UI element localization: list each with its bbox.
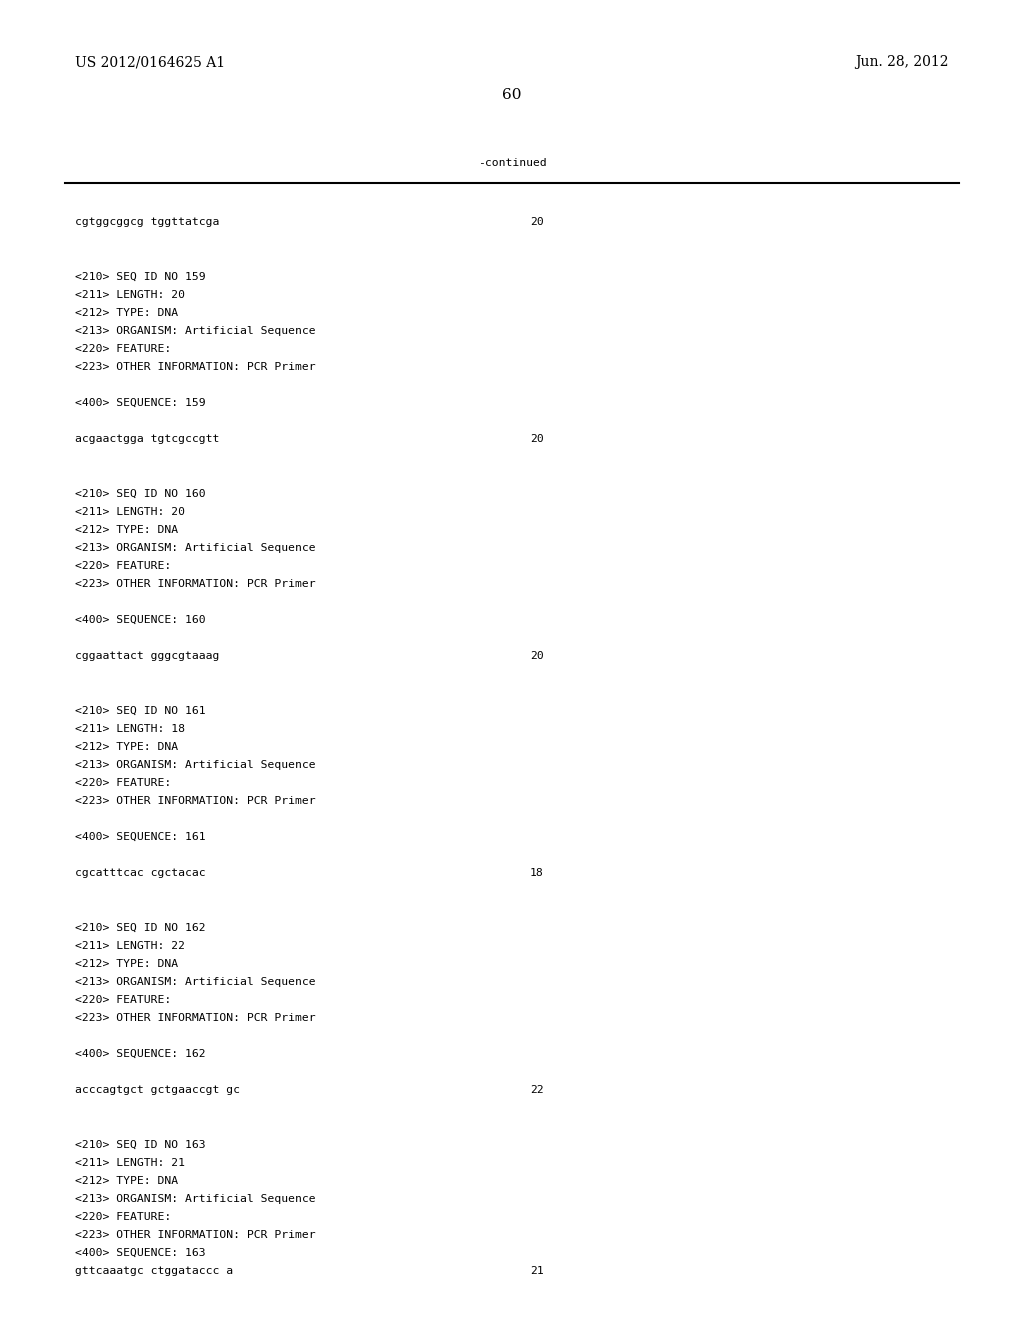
Text: <212> TYPE: DNA: <212> TYPE: DNA [75, 960, 178, 969]
Text: cgtggcggcg tggttatcga: cgtggcggcg tggttatcga [75, 216, 219, 227]
Text: Jun. 28, 2012: Jun. 28, 2012 [855, 55, 949, 69]
Text: <400> SEQUENCE: 163: <400> SEQUENCE: 163 [75, 1247, 206, 1258]
Text: <212> TYPE: DNA: <212> TYPE: DNA [75, 742, 178, 752]
Text: 20: 20 [530, 651, 544, 661]
Text: <212> TYPE: DNA: <212> TYPE: DNA [75, 525, 178, 535]
Text: 60: 60 [502, 88, 522, 102]
Text: <213> ORGANISM: Artificial Sequence: <213> ORGANISM: Artificial Sequence [75, 977, 315, 987]
Text: 21: 21 [530, 1266, 544, 1276]
Text: <400> SEQUENCE: 160: <400> SEQUENCE: 160 [75, 615, 206, 624]
Text: 20: 20 [530, 434, 544, 444]
Text: <220> FEATURE:: <220> FEATURE: [75, 777, 171, 788]
Text: -continued: -continued [477, 158, 547, 168]
Text: <211> LENGTH: 20: <211> LENGTH: 20 [75, 507, 185, 517]
Text: cgcatttcac cgctacac: cgcatttcac cgctacac [75, 869, 206, 878]
Text: 18: 18 [530, 869, 544, 878]
Text: <213> ORGANISM: Artificial Sequence: <213> ORGANISM: Artificial Sequence [75, 543, 315, 553]
Text: 22: 22 [530, 1085, 544, 1096]
Text: <220> FEATURE:: <220> FEATURE: [75, 1212, 171, 1222]
Text: <220> FEATURE:: <220> FEATURE: [75, 995, 171, 1005]
Text: <220> FEATURE:: <220> FEATURE: [75, 561, 171, 572]
Text: <210> SEQ ID NO 163: <210> SEQ ID NO 163 [75, 1140, 206, 1150]
Text: <210> SEQ ID NO 159: <210> SEQ ID NO 159 [75, 272, 206, 282]
Text: <210> SEQ ID NO 162: <210> SEQ ID NO 162 [75, 923, 206, 933]
Text: gttcaaatgc ctggataccc a: gttcaaatgc ctggataccc a [75, 1266, 233, 1276]
Text: <212> TYPE: DNA: <212> TYPE: DNA [75, 1176, 178, 1185]
Text: <210> SEQ ID NO 161: <210> SEQ ID NO 161 [75, 706, 206, 715]
Text: <223> OTHER INFORMATION: PCR Primer: <223> OTHER INFORMATION: PCR Primer [75, 796, 315, 807]
Text: <400> SEQUENCE: 159: <400> SEQUENCE: 159 [75, 399, 206, 408]
Text: <400> SEQUENCE: 162: <400> SEQUENCE: 162 [75, 1049, 206, 1059]
Text: acgaactgga tgtcgccgtt: acgaactgga tgtcgccgtt [75, 434, 219, 444]
Text: acccagtgct gctgaaccgt gc: acccagtgct gctgaaccgt gc [75, 1085, 240, 1096]
Text: <220> FEATURE:: <220> FEATURE: [75, 345, 171, 354]
Text: cggaattact gggcgtaaag: cggaattact gggcgtaaag [75, 651, 219, 661]
Text: <211> LENGTH: 18: <211> LENGTH: 18 [75, 723, 185, 734]
Text: <213> ORGANISM: Artificial Sequence: <213> ORGANISM: Artificial Sequence [75, 1195, 315, 1204]
Text: <210> SEQ ID NO 160: <210> SEQ ID NO 160 [75, 488, 206, 499]
Text: US 2012/0164625 A1: US 2012/0164625 A1 [75, 55, 225, 69]
Text: <223> OTHER INFORMATION: PCR Primer: <223> OTHER INFORMATION: PCR Primer [75, 579, 315, 589]
Text: <211> LENGTH: 20: <211> LENGTH: 20 [75, 290, 185, 300]
Text: <400> SEQUENCE: 161: <400> SEQUENCE: 161 [75, 832, 206, 842]
Text: 20: 20 [530, 216, 544, 227]
Text: <223> OTHER INFORMATION: PCR Primer: <223> OTHER INFORMATION: PCR Primer [75, 362, 315, 372]
Text: <213> ORGANISM: Artificial Sequence: <213> ORGANISM: Artificial Sequence [75, 326, 315, 337]
Text: <211> LENGTH: 22: <211> LENGTH: 22 [75, 941, 185, 950]
Text: <211> LENGTH: 21: <211> LENGTH: 21 [75, 1158, 185, 1168]
Text: <213> ORGANISM: Artificial Sequence: <213> ORGANISM: Artificial Sequence [75, 760, 315, 770]
Text: <223> OTHER INFORMATION: PCR Primer: <223> OTHER INFORMATION: PCR Primer [75, 1230, 315, 1239]
Text: <223> OTHER INFORMATION: PCR Primer: <223> OTHER INFORMATION: PCR Primer [75, 1012, 315, 1023]
Text: <212> TYPE: DNA: <212> TYPE: DNA [75, 308, 178, 318]
